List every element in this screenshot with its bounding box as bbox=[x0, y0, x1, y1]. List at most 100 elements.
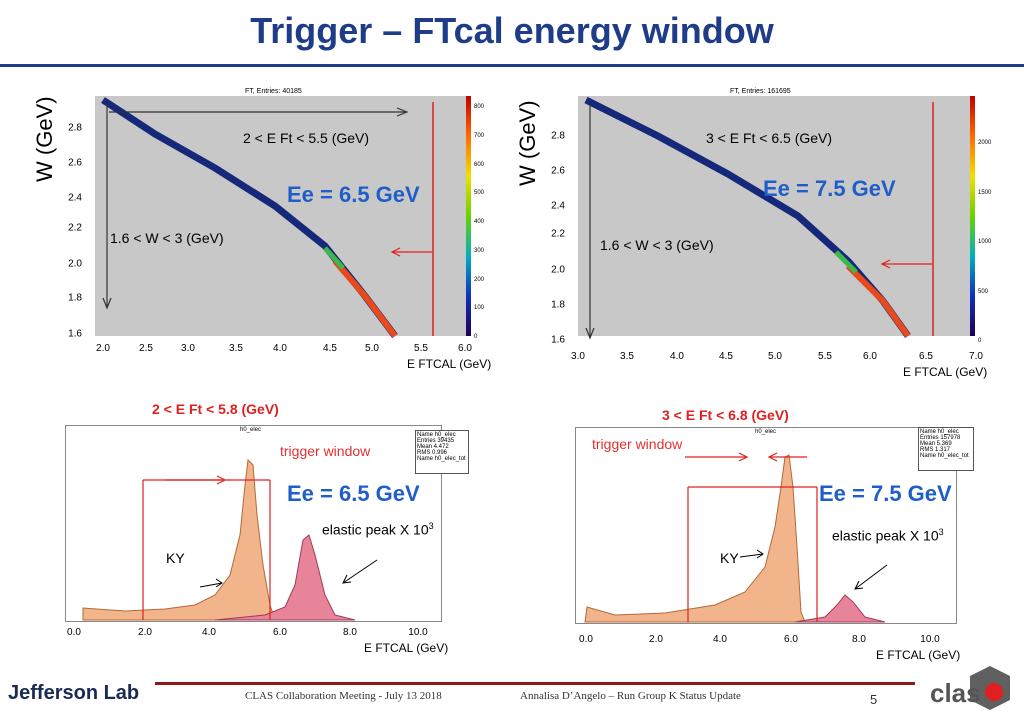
y-tick: 1.8 bbox=[68, 292, 82, 304]
y-tick: 2.0 bbox=[551, 264, 565, 276]
energy-range-label: 2 < E Ft < 5.8 (GeV) bbox=[152, 401, 279, 417]
energy-range-label: 2 < E Ft < 5.5 (GeV) bbox=[243, 130, 370, 146]
z-ticks: 800 700 600 500 400 300 200 100 0 bbox=[474, 104, 494, 340]
histogram bbox=[82, 458, 378, 621]
ky-histogram bbox=[584, 454, 806, 623]
x-tick: 4.0 bbox=[273, 343, 287, 354]
trigger-window-label: trigger window bbox=[592, 436, 683, 452]
w-range-label: 1.6 < W < 3 (GeV) bbox=[600, 237, 714, 253]
x-tick: 4.0 bbox=[713, 634, 727, 645]
x-tick: 0.0 bbox=[579, 634, 593, 645]
color-scale bbox=[466, 96, 471, 336]
stats-line: RMS 0.996 bbox=[417, 450, 448, 456]
ky-arrow bbox=[739, 553, 764, 558]
z-tick: 500 bbox=[474, 190, 485, 197]
beam-energy-label: Ee = 6.5 GeV bbox=[287, 182, 420, 207]
x-tick: 2.0 bbox=[649, 634, 663, 645]
y-tick: 2.2 bbox=[551, 228, 565, 240]
band-hot bbox=[845, 263, 911, 338]
x-tick: 6.0 bbox=[863, 351, 877, 362]
y-tick: 2.0 bbox=[68, 258, 82, 270]
ky-label: KY bbox=[166, 550, 185, 566]
y-axis-label: W (GeV) bbox=[32, 96, 57, 182]
z-tick: 800 bbox=[474, 104, 485, 110]
band-hot bbox=[332, 259, 398, 338]
elastic-peak-exponent: 3 bbox=[428, 521, 434, 531]
clas-logo: clas bbox=[930, 664, 1018, 712]
band-green bbox=[834, 250, 858, 274]
x-tick: 2.5 bbox=[139, 343, 153, 354]
stats-line: Entries 39435 bbox=[417, 438, 455, 444]
scatter-band bbox=[584, 96, 934, 340]
y-tick: 1.8 bbox=[551, 299, 565, 311]
stats-line: RMS 1.317 bbox=[920, 447, 951, 453]
z-tick: 500 bbox=[978, 288, 989, 295]
x-tick: 4.0 bbox=[670, 351, 684, 362]
x-tick: 2.0 bbox=[138, 627, 152, 638]
footer-bar bbox=[155, 682, 915, 685]
x-axis-label: E FTCAL (GeV) bbox=[903, 365, 988, 379]
x-tick: 3.0 bbox=[181, 343, 195, 354]
footer-author: Annalisa D’Angelo – Run Group K Status U… bbox=[520, 690, 741, 702]
panel-top-right: W (GeV) FT, Entries: 161695 2000 1500 10… bbox=[510, 70, 1024, 390]
panel-bottom-left: 2 < E Ft < 5.8 (GeV) h0_elec Name h0_ele… bbox=[0, 395, 510, 665]
x-tick: 6.0 bbox=[273, 627, 287, 638]
x-tick: 6.0 bbox=[458, 343, 472, 354]
stats-box: Name h0_elec Entries 39435 Mean 4.472 RM… bbox=[415, 430, 469, 474]
jefferson-lab-logo: Jefferson Lab bbox=[8, 682, 139, 705]
y-tick: 2.4 bbox=[551, 200, 565, 212]
z-tick: 200 bbox=[474, 276, 485, 283]
elastic-histogram bbox=[214, 534, 356, 621]
z-tick: 100 bbox=[474, 305, 485, 312]
x-tick: 4.0 bbox=[202, 627, 216, 638]
histogram bbox=[584, 452, 888, 623]
z-tick: 300 bbox=[474, 247, 485, 254]
stats-line: Name h0_elec_tot bbox=[417, 456, 466, 462]
beam-energy-label: Ee = 7.5 GeV bbox=[819, 481, 952, 506]
page-number: 5 bbox=[870, 692, 878, 707]
footer-meeting: CLAS Collaboration Meeting - July 13 201… bbox=[245, 690, 442, 702]
x-axis-label: E FTCAL (GeV) bbox=[364, 641, 449, 655]
y-tick: 2.6 bbox=[551, 165, 565, 177]
ky-label: KY bbox=[720, 550, 739, 566]
elastic-peak-text: elastic peak X 10 bbox=[832, 527, 939, 544]
elastic-peak-text: elastic peak X 10 bbox=[322, 521, 429, 538]
y-tick: 2.8 bbox=[551, 130, 565, 142]
x-tick: 5.5 bbox=[818, 351, 832, 362]
beam-energy-label: Ee = 7.5 GeV bbox=[763, 176, 896, 201]
w-range-label: 1.6 < W < 3 (GeV) bbox=[110, 230, 224, 246]
x-tick: 4.5 bbox=[323, 343, 337, 354]
elastic-peak-label: elastic peak X 103 bbox=[832, 527, 944, 544]
x-tick: 10.0 bbox=[920, 634, 940, 645]
panel-bottom-right: 3 < E Ft < 6.8 (GeV) h0_elec Name h0_ele… bbox=[510, 395, 1024, 670]
color-scale bbox=[970, 96, 975, 336]
histogram-title: h0_elec bbox=[755, 429, 777, 435]
z-tick: 1000 bbox=[978, 239, 992, 245]
ky-histogram bbox=[82, 458, 276, 621]
stats-line: Entries 157978 bbox=[920, 435, 961, 441]
x-tick: 7.0 bbox=[969, 351, 983, 362]
x-tick: 8.0 bbox=[852, 634, 866, 645]
logo-text: Jefferson Lab bbox=[8, 682, 140, 704]
z-tick: 1500 bbox=[978, 189, 992, 196]
panel-top-left: W (GeV) FT, Entries: 40185 800 700 600 5… bbox=[0, 70, 510, 390]
x-tick: 6.5 bbox=[919, 351, 933, 362]
stats-box: Name h0_elec Entries 157978 Mean 5.369 R… bbox=[918, 427, 974, 471]
stats-title: FT, Entries: 161695 bbox=[730, 88, 791, 95]
elastic-arrow bbox=[854, 564, 888, 590]
stats-line: Name h0_elec bbox=[417, 432, 456, 438]
z-tick: 400 bbox=[474, 219, 485, 225]
energy-range-label: 3 < E Ft < 6.8 (GeV) bbox=[662, 407, 789, 423]
title-underline bbox=[0, 64, 1024, 67]
trigger-window-label: trigger window bbox=[280, 443, 371, 459]
z-tick: 0 bbox=[978, 338, 982, 344]
x-tick: 8.0 bbox=[343, 627, 357, 638]
z-tick: 0 bbox=[474, 334, 478, 340]
y-tick: 1.6 bbox=[551, 334, 565, 346]
x-tick: 6.0 bbox=[784, 634, 798, 645]
energy-range-label: 3 < E Ft < 6.5 (GeV) bbox=[706, 130, 833, 146]
clas-logo-text: clas bbox=[930, 678, 981, 708]
x-tick: 3.5 bbox=[229, 343, 243, 354]
x-axis-label: E FTCAL (GeV) bbox=[876, 648, 961, 662]
y-tick: 2.2 bbox=[68, 222, 82, 234]
